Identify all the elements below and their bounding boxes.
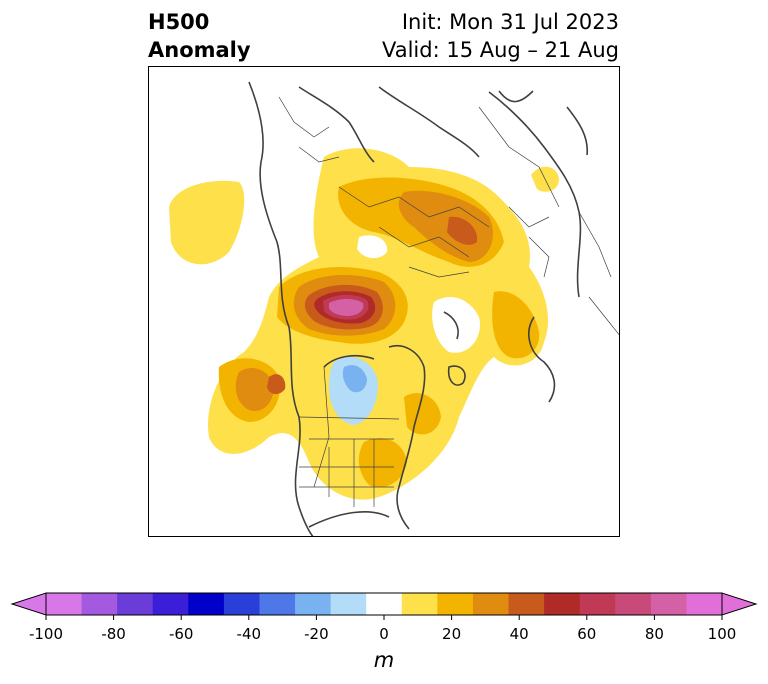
- colorbar-tick-label: 0: [379, 625, 389, 643]
- run-info: Init: Mon 31 Jul 2023 Valid: 15 Aug – 21…: [382, 8, 619, 64]
- colorbar-segment: [366, 593, 403, 615]
- title-line-2: Anomaly: [148, 38, 251, 62]
- country-borders: [278, 96, 619, 507]
- colorbar-segment: [437, 593, 474, 615]
- coastlines: [248, 81, 589, 536]
- colorbar-segment: [295, 593, 332, 615]
- colorbar-segment: [117, 593, 154, 615]
- colorbar-tick-label: -100: [28, 625, 64, 643]
- colorbar-segment: [223, 593, 260, 615]
- colorbar-segment: [579, 593, 616, 615]
- colorbar-tick-label: -80: [101, 625, 126, 643]
- colorbar-unit-label: m: [373, 648, 395, 672]
- colorbar-segment: [81, 593, 118, 615]
- colorbar-segment: [686, 593, 723, 615]
- colorbar-segment: [401, 593, 438, 615]
- colorbar-segment: [188, 593, 225, 615]
- anomaly-negative: [329, 357, 378, 425]
- anomaly-70-80: [329, 298, 364, 316]
- colorbar-segment: [330, 593, 367, 615]
- colorbar-segment: [152, 593, 189, 615]
- colorbar-segment: [46, 593, 83, 615]
- colorbar-over-arrow: [721, 592, 758, 616]
- colorbar-segment: [650, 593, 687, 615]
- colorbar-tick-label: -20: [304, 625, 329, 643]
- colorbar-segment: [544, 593, 581, 615]
- title-line-1: H500: [148, 10, 210, 34]
- chart-title: H500 Anomaly: [148, 8, 251, 64]
- colorbar-segment: [472, 593, 510, 615]
- colorbar-tick-label: -60: [168, 625, 194, 643]
- colorbar-tick-label: 100: [707, 625, 737, 643]
- colorbar-under-arrow: [10, 592, 47, 616]
- anomaly-map: [149, 67, 619, 536]
- colorbar-tick-label: -40: [236, 625, 262, 643]
- colorbar-tick-label: 20: [442, 625, 462, 643]
- valid-period: Valid: 15 Aug – 21 Aug: [381, 38, 619, 62]
- colorbar-tick-label: 80: [644, 625, 664, 643]
- colorbar-segment: [508, 593, 545, 615]
- colorbar-tick-label: 60: [577, 625, 597, 643]
- map-panel: [148, 66, 620, 537]
- colorbar-tick-label: 40: [509, 625, 529, 643]
- init-time: Init: Mon 31 Jul 2023: [401, 10, 619, 34]
- colorbar-segment: [259, 593, 296, 615]
- colorbar: [10, 592, 758, 620]
- colorbar-segment: [615, 593, 652, 615]
